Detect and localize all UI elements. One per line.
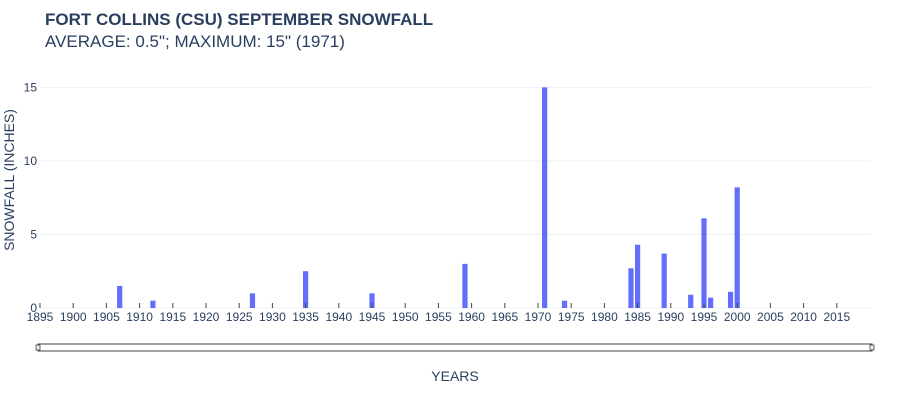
bars[interactable] bbox=[117, 87, 740, 309]
x-tick-label: 1905 bbox=[93, 310, 120, 324]
bar-1989[interactable] bbox=[661, 253, 667, 308]
y-axis-title: SNOWFALL (INCHES) bbox=[1, 109, 17, 251]
bar-2000[interactable] bbox=[734, 187, 740, 308]
x-tick-label: 1980 bbox=[591, 310, 618, 324]
gridlines bbox=[40, 86, 870, 309]
x-tick-label: 1985 bbox=[624, 310, 651, 324]
bar-1959[interactable] bbox=[462, 263, 468, 308]
chart-title: FORT COLLINS (CSU) SEPTEMBER SNOWFALL bbox=[45, 10, 434, 29]
y-tick-label: 0 bbox=[30, 301, 37, 315]
x-tick-label: 1915 bbox=[159, 310, 186, 324]
x-tick-label: 1910 bbox=[126, 310, 153, 324]
y-tick-label: 15 bbox=[24, 80, 38, 94]
x-tick-label: 2010 bbox=[790, 310, 817, 324]
y-tick-label: 10 bbox=[24, 154, 38, 168]
x-tick-label: 1955 bbox=[425, 310, 452, 324]
range-slider-left-handle[interactable] bbox=[35, 344, 41, 351]
x-tick-label: 1920 bbox=[193, 310, 220, 324]
x-tick-label: 1900 bbox=[60, 310, 87, 324]
x-axis: 1895 1900 1905 1910 1915 1920 1925 1930 1935 1940… bbox=[27, 303, 850, 324]
y-axis: 0 5 10 15 bbox=[24, 80, 38, 315]
x-axis-title: YEARS bbox=[431, 368, 478, 384]
bar-1945[interactable] bbox=[369, 293, 375, 308]
bar-1935[interactable] bbox=[303, 271, 309, 308]
x-tick-label: 1965 bbox=[491, 310, 518, 324]
chart-subtitle: AVERAGE: 0.5"; MAXIMUM: 15" (1971) bbox=[45, 32, 345, 51]
x-tick-label: 1970 bbox=[525, 310, 552, 324]
x-tick-label: 1945 bbox=[359, 310, 386, 324]
bar-1971[interactable] bbox=[542, 87, 548, 309]
range-slider-track[interactable] bbox=[37, 343, 873, 352]
bar-1912[interactable] bbox=[150, 300, 156, 308]
x-tick-label: 2005 bbox=[757, 310, 784, 324]
bar-1995[interactable] bbox=[701, 218, 707, 308]
x-tick-label: 1950 bbox=[392, 310, 419, 324]
x-tick-label: 2015 bbox=[823, 310, 850, 324]
x-tick-label: 2000 bbox=[724, 310, 751, 324]
x-tick-label: 1935 bbox=[292, 310, 319, 324]
bar-1974[interactable] bbox=[561, 300, 568, 308]
x-tick-label: 1925 bbox=[226, 310, 253, 324]
x-tick-label: 1960 bbox=[458, 310, 485, 324]
x-tick-label: 1895 bbox=[27, 310, 54, 324]
bar-1993[interactable] bbox=[688, 294, 694, 308]
bar-1984[interactable] bbox=[628, 268, 634, 308]
range-slider-right-handle[interactable] bbox=[869, 344, 875, 351]
x-tick-label: 1940 bbox=[325, 310, 352, 324]
x-tick-label: 1975 bbox=[558, 310, 585, 324]
bar-1985[interactable] bbox=[635, 244, 641, 308]
x-tick-label: 1995 bbox=[691, 310, 718, 324]
y-tick-label: 5 bbox=[30, 227, 37, 241]
range-slider[interactable] bbox=[35, 343, 875, 352]
bar-1927[interactable] bbox=[249, 293, 256, 308]
x-tick-label: 1930 bbox=[259, 310, 286, 324]
x-tick-label: 1990 bbox=[657, 310, 684, 324]
bar-1907[interactable] bbox=[117, 285, 123, 308]
bar-1996[interactable] bbox=[708, 297, 714, 308]
bar-1999[interactable] bbox=[727, 291, 734, 308]
